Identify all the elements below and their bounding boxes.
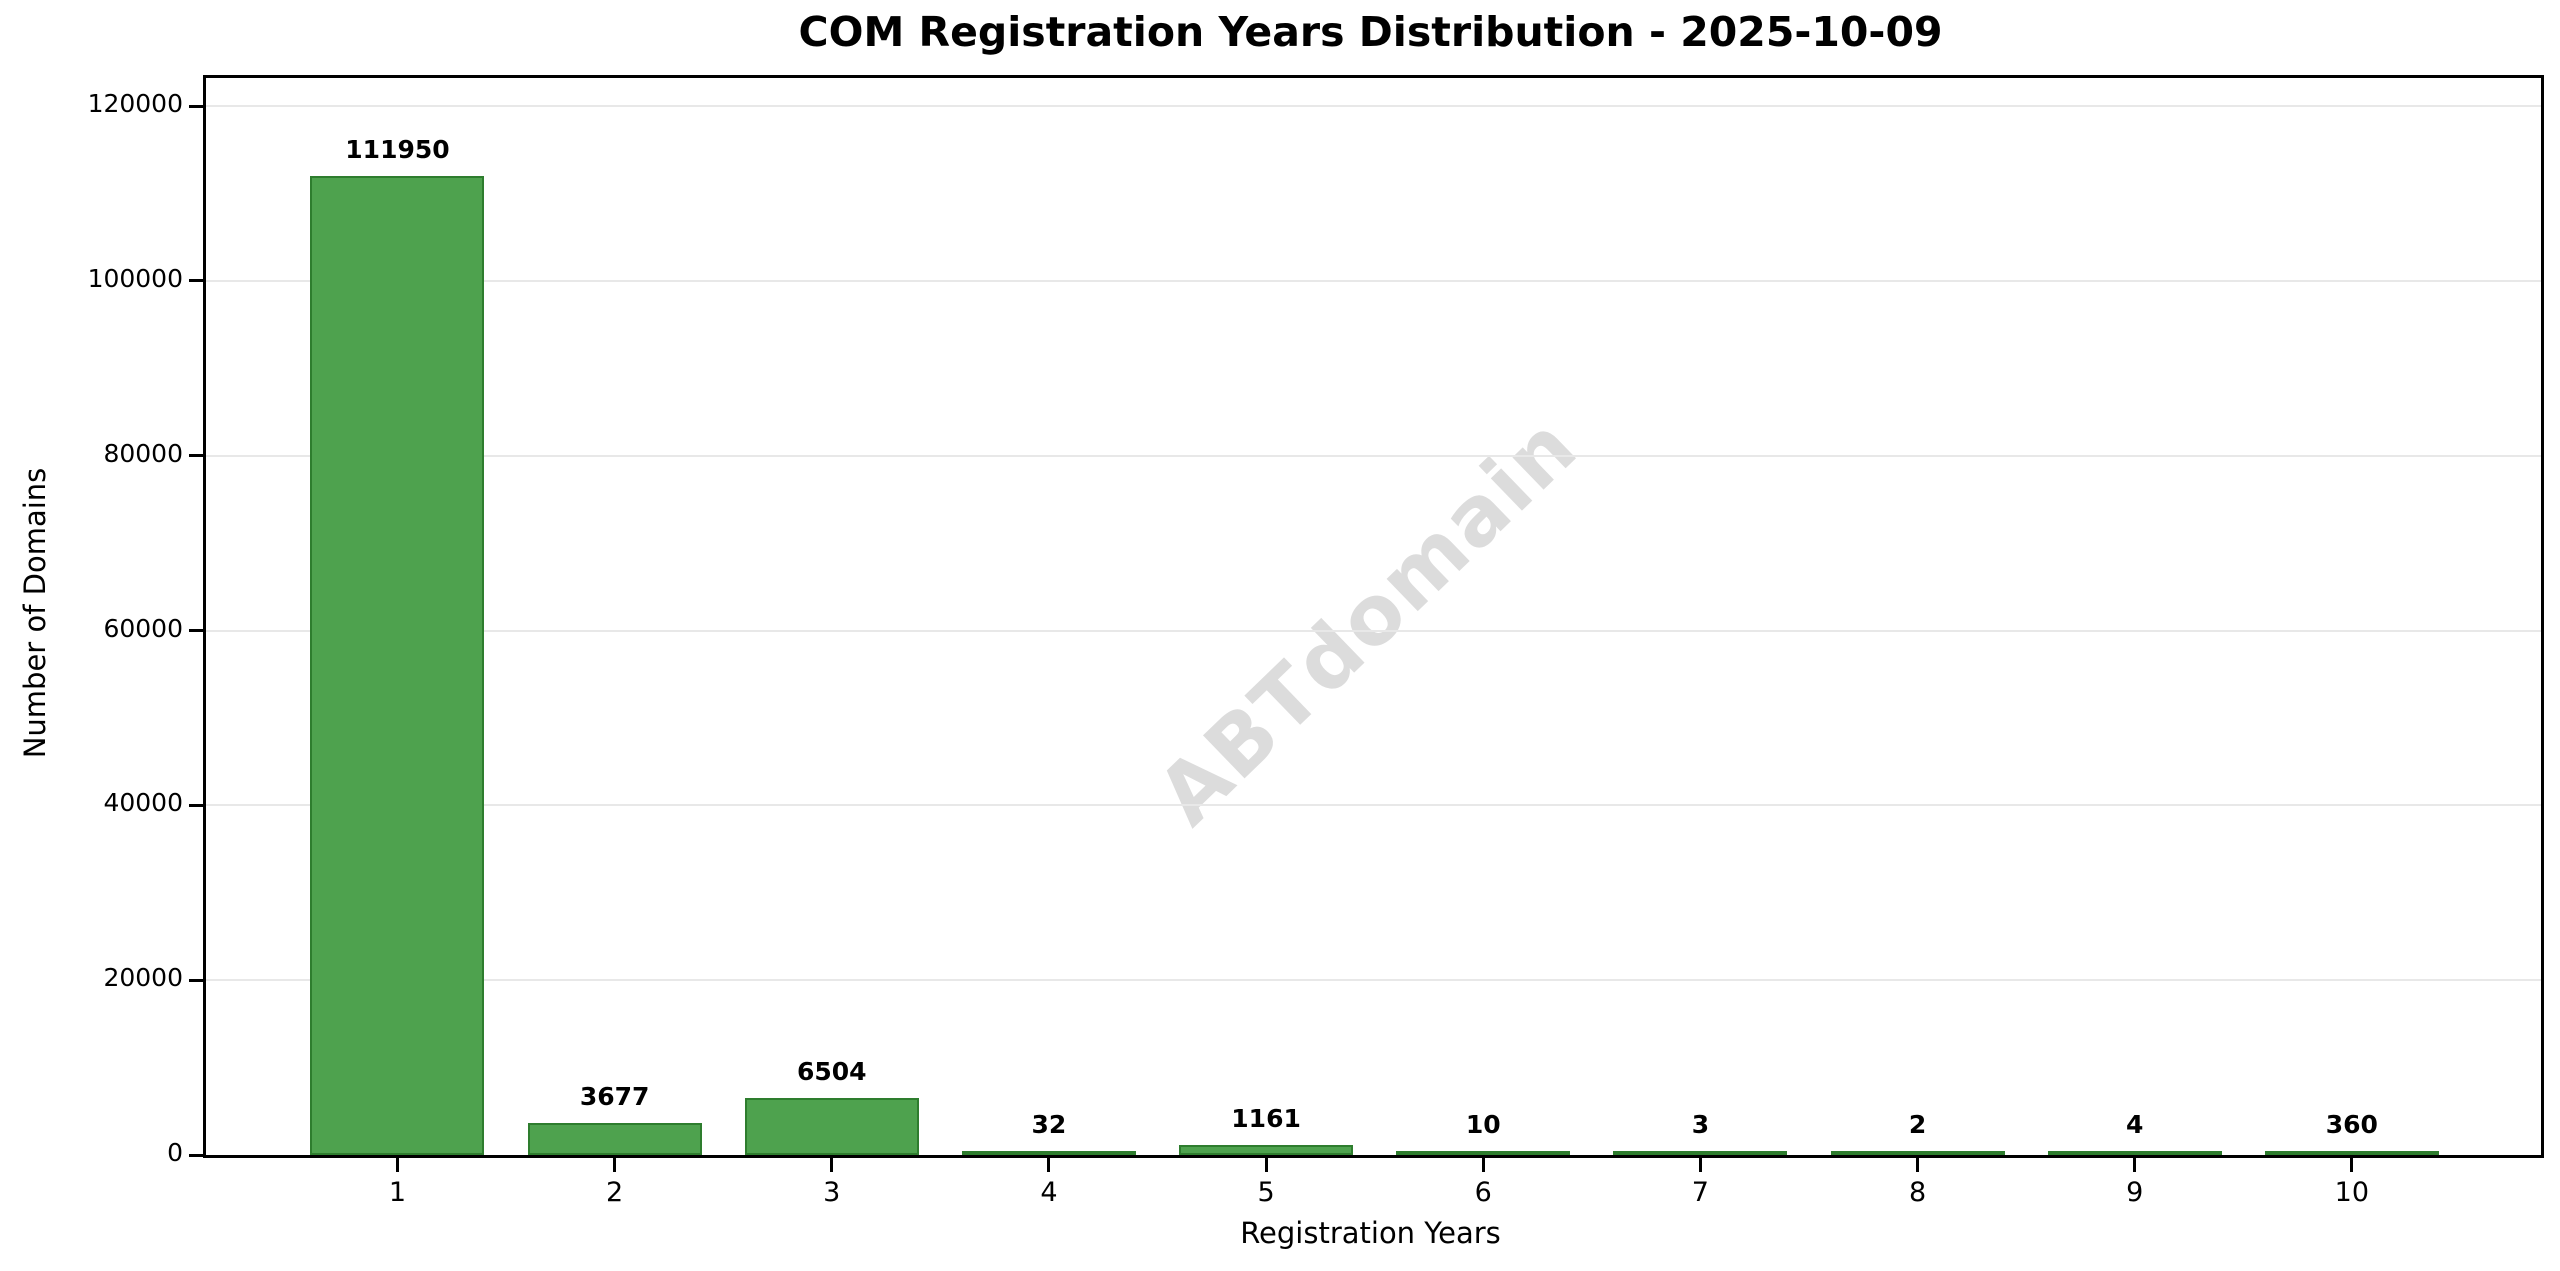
x-axis-tick-label: 3 (823, 1177, 841, 1208)
bar-value-label: 3 (1691, 1110, 1710, 1139)
x-axis-tick (395, 1158, 399, 1172)
x-axis-tick (2133, 1158, 2137, 1172)
y-axis-tick (189, 629, 203, 632)
y-axis-tick (189, 279, 203, 283)
y-axis-tick-label: 100000 (87, 263, 183, 293)
x-axis-tick-label: 2 (606, 1177, 624, 1208)
x-axis-tick-label: 5 (1257, 1177, 1275, 1208)
y-axis-tick-label: 0 (167, 1138, 183, 1167)
y-axis-tick (189, 104, 203, 108)
x-axis-tick (1481, 1158, 1485, 1172)
bar-value-label: 10 (1465, 1110, 1501, 1139)
bar (961, 1151, 1136, 1155)
bar (1613, 1151, 1788, 1155)
bar-value-label: 111950 (345, 135, 450, 165)
y-axis-tick-label: 120000 (87, 89, 183, 118)
bar (1396, 1151, 1571, 1155)
gridline (206, 105, 2541, 107)
bar-value-label: 1161 (1231, 1103, 1301, 1133)
bar-value-label: 360 (2325, 1110, 2378, 1139)
gridline (206, 454, 2541, 457)
x-axis-tick-label: 9 (2126, 1177, 2144, 1208)
bar-value-label: 6504 (796, 1057, 867, 1087)
gridline (206, 979, 2541, 982)
x-axis-tick (1047, 1158, 1051, 1172)
y-axis-tick-label: 20000 (103, 963, 183, 993)
bar-value-label: 32 (1031, 1110, 1067, 1139)
y-axis-tick (189, 803, 203, 807)
y-axis-tick (189, 1153, 203, 1157)
bar (744, 1098, 919, 1155)
y-axis-tick (189, 978, 203, 982)
gridline (206, 804, 2541, 807)
bar (1179, 1144, 1354, 1155)
x-axis-tick-label: 4 (1040, 1177, 1058, 1208)
bar-value-label: 4 (2126, 1110, 2144, 1139)
x-axis-tick-label: 8 (1908, 1177, 1927, 1208)
bar (2047, 1151, 2222, 1155)
bar (1830, 1151, 2005, 1155)
x-axis-tick (830, 1158, 834, 1172)
bar-value-label: 2 (1908, 1110, 1927, 1139)
x-axis-tick (2350, 1158, 2354, 1172)
y-axis-tick-label: 40000 (103, 788, 183, 818)
bar (527, 1122, 702, 1155)
y-axis-tick-label: 80000 (103, 438, 183, 468)
x-axis-tick-label: 6 (1474, 1177, 1492, 1208)
y-axis-tick (189, 454, 203, 458)
x-axis-tick (1264, 1158, 1268, 1172)
plot-area: ABTdomain 0 20000 40000 60000 80000 100000 120… (88, 75, 2544, 1208)
y-axis-tick-label: 60000 (103, 613, 183, 643)
gridline (206, 629, 2541, 632)
bar (2264, 1151, 2439, 1155)
x-axis-tick (1916, 1158, 1920, 1172)
chart-title: COM Registration Years Distribution - 20… (798, 8, 1943, 56)
x-axis-tick-label: 1 (388, 1177, 407, 1208)
x-axis-tick (1698, 1158, 1702, 1172)
bar-value-label: 3677 (579, 1081, 650, 1111)
x-axis-tick-label: 7 (1691, 1177, 1709, 1208)
x-axis-tick (613, 1158, 617, 1172)
watermark: ABTdomain (1139, 398, 1597, 844)
gridline (206, 279, 2541, 282)
x-axis-tick-label: 10 (2334, 1177, 2370, 1208)
x-axis-label: Registration Years (1240, 1216, 1501, 1250)
bar (310, 176, 485, 1155)
